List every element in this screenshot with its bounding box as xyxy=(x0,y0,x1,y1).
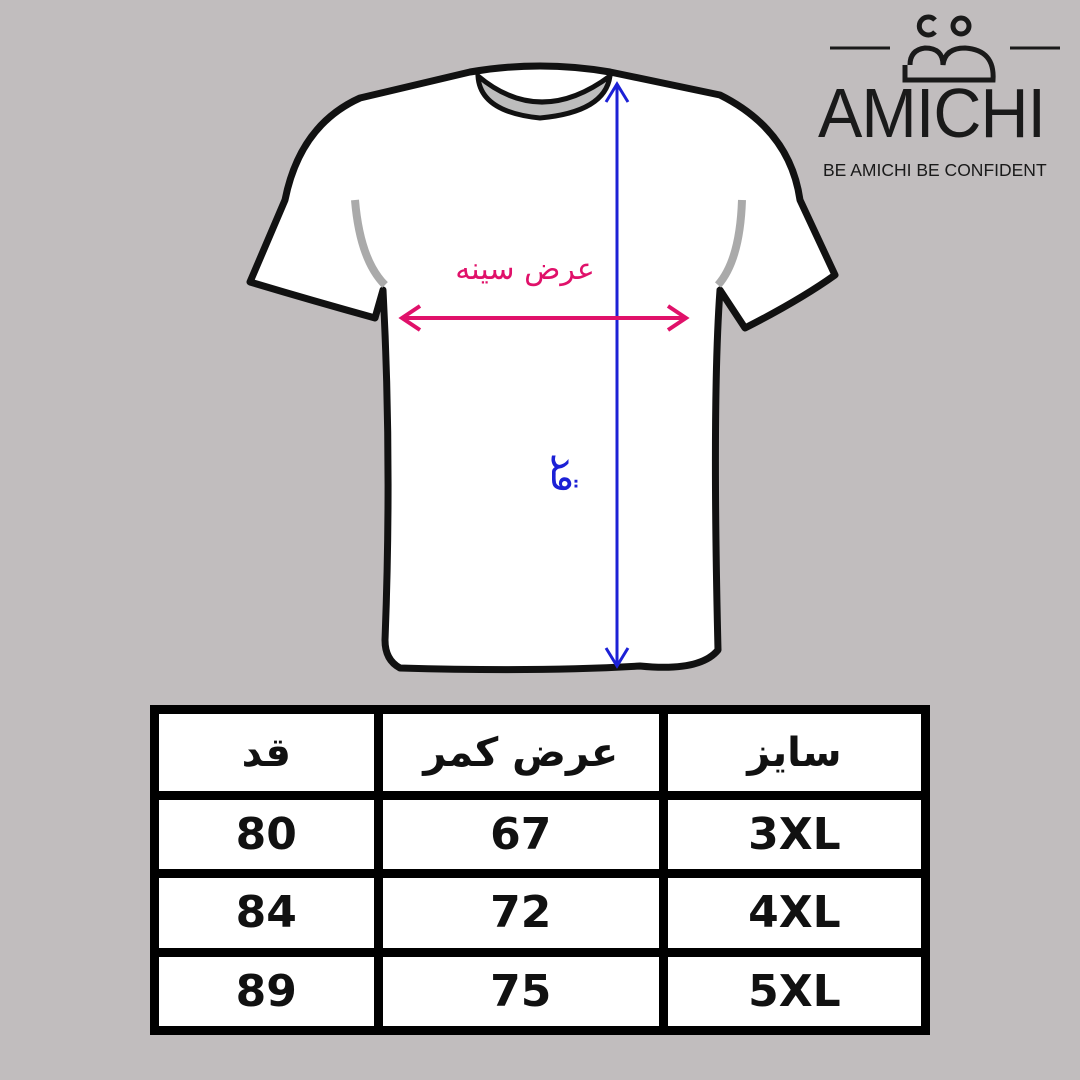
table-row: 84 72 4XL xyxy=(150,869,931,957)
table-header-row: قد عرض کمر سایز xyxy=(150,705,931,800)
cell-waist: 72 xyxy=(373,869,668,957)
cell-length: 84 xyxy=(150,869,383,957)
length-label: قد xyxy=(542,452,589,494)
cell-length: 89 xyxy=(150,947,383,1036)
brand-logo-icon xyxy=(830,14,1060,83)
header-length: قد xyxy=(150,705,383,800)
cell-size: 3XL xyxy=(658,790,931,879)
chest-arrow xyxy=(398,304,690,332)
tshirt-illustration xyxy=(246,62,839,674)
brand-tagline: BE AMICHI BE CONFIDENT xyxy=(823,160,1047,180)
table-row: 80 67 3XL xyxy=(150,790,931,879)
table-row: 89 75 5XL xyxy=(150,947,931,1036)
cell-length: 80 xyxy=(150,790,383,879)
size-table: قد عرض کمر سایز 80 67 3XL 84 72 4XL 89 7… xyxy=(150,705,931,1036)
cell-size: 4XL xyxy=(658,869,931,957)
header-size: سایز xyxy=(658,705,931,800)
header-waist-width: عرض کمر xyxy=(373,705,668,800)
cell-waist: 75 xyxy=(373,947,668,1036)
cell-size: 5XL xyxy=(658,947,931,1036)
brand-name: AMICHI xyxy=(818,74,1046,152)
chest-width-label: عرض سینه xyxy=(455,252,595,287)
length-arrow xyxy=(604,81,630,669)
cell-waist: 67 xyxy=(373,790,668,879)
